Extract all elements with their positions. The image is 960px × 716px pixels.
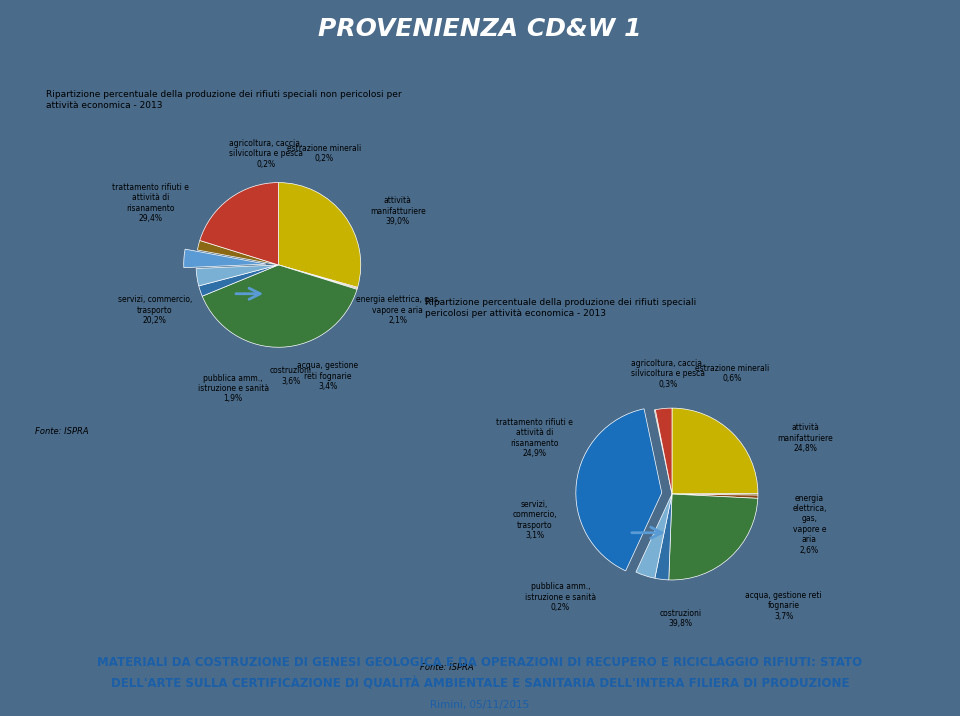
Text: attività
manifatturiere
39,0%: attività manifatturiere 39,0% — [370, 196, 425, 226]
Text: pubblica amm.,
istruzione e sanità
1,9%: pubblica amm., istruzione e sanità 1,9% — [198, 374, 269, 403]
Wedge shape — [636, 494, 672, 579]
Text: acqua, gestione reti
fognarie
3,7%: acqua, gestione reti fognarie 3,7% — [745, 591, 822, 621]
Text: DELL'ARTE SULLA CERTIFICAZIONE DI QUALITÀ AMBIENTALE E SANITARIA DELL'INTERA FIL: DELL'ARTE SULLA CERTIFICAZIONE DI QUALIT… — [110, 677, 850, 690]
Wedge shape — [278, 265, 357, 289]
Text: PROVENIENZA CD&W 1: PROVENIENZA CD&W 1 — [319, 16, 641, 41]
Text: energia
elettrica,
gas,
vapore e
aria
2,6%: energia elettrica, gas, vapore e aria 2,… — [792, 493, 827, 555]
Text: pubblica amm.,
istruzione e sanità
0,2%: pubblica amm., istruzione e sanità 0,2% — [525, 582, 596, 612]
Wedge shape — [198, 241, 278, 265]
Text: attività
manifatturiere
24,8%: attività manifatturiere 24,8% — [778, 423, 833, 453]
Wedge shape — [199, 265, 278, 296]
Wedge shape — [196, 265, 278, 286]
Wedge shape — [656, 408, 672, 494]
Text: Fonte: ISPRA: Fonte: ISPRA — [36, 427, 89, 437]
Text: agricoltura, caccia,
silvicoltura e pesca
0,2%: agricoltura, caccia, silvicoltura e pesc… — [229, 139, 303, 169]
Text: acqua, gestione
reti fognarie
3,4%: acqua, gestione reti fognarie 3,4% — [298, 361, 358, 391]
Wedge shape — [672, 494, 757, 498]
Text: trattamento rifiuti e
attività di
risanamento
24,9%: trattamento rifiuti e attività di risana… — [496, 418, 573, 458]
Wedge shape — [278, 265, 358, 289]
Text: energia elettrica, gas,
vapore e aria
2,1%: energia elettrica, gas, vapore e aria 2,… — [355, 295, 440, 325]
Wedge shape — [200, 183, 278, 265]
Wedge shape — [203, 265, 357, 347]
Wedge shape — [669, 494, 757, 580]
Wedge shape — [183, 249, 266, 268]
Text: costruzioni
3,6%: costruzioni 3,6% — [270, 367, 312, 386]
Wedge shape — [672, 493, 757, 495]
Wedge shape — [655, 494, 672, 580]
Text: Rimini, 05/11/2015: Rimini, 05/11/2015 — [430, 700, 530, 710]
Text: costruzioni
39,8%: costruzioni 39,8% — [660, 609, 702, 629]
Text: servizi, commercio,
trasporto
20,2%: servizi, commercio, trasporto 20,2% — [118, 295, 192, 325]
Text: estrazione minerali
0,2%: estrazione minerali 0,2% — [287, 144, 361, 163]
Text: Fonte: ISPRA: Fonte: ISPRA — [420, 663, 473, 672]
Text: estrazione minerali
0,6%: estrazione minerali 0,6% — [695, 364, 769, 384]
Wedge shape — [278, 183, 361, 287]
Wedge shape — [576, 409, 661, 571]
Wedge shape — [672, 408, 757, 494]
Text: servizi,
commercio,
trasporto
3,1%: servizi, commercio, trasporto 3,1% — [513, 500, 557, 540]
Wedge shape — [655, 410, 672, 494]
Text: Ripartizione percentuale della produzione dei rifiuti speciali non pericolosi pe: Ripartizione percentuale della produzion… — [46, 90, 401, 110]
Text: Ripartizione percentuale della produzione dei rifiuti speciali
pericolosi per at: Ripartizione percentuale della produzion… — [425, 298, 696, 318]
Text: trattamento rifiuti e
attività di
risanamento
29,4%: trattamento rifiuti e attività di risana… — [112, 183, 189, 223]
Text: agricoltura, caccia,
silvicoltura e pesca
0,3%: agricoltura, caccia, silvicoltura e pesc… — [631, 359, 705, 389]
Text: MATERIALI DA COSTRUZIONE DI GENESI GEOLOGICA E DA OPERAZIONI DI RECUPERO E RICIC: MATERIALI DA COSTRUZIONE DI GENESI GEOLO… — [97, 656, 863, 669]
